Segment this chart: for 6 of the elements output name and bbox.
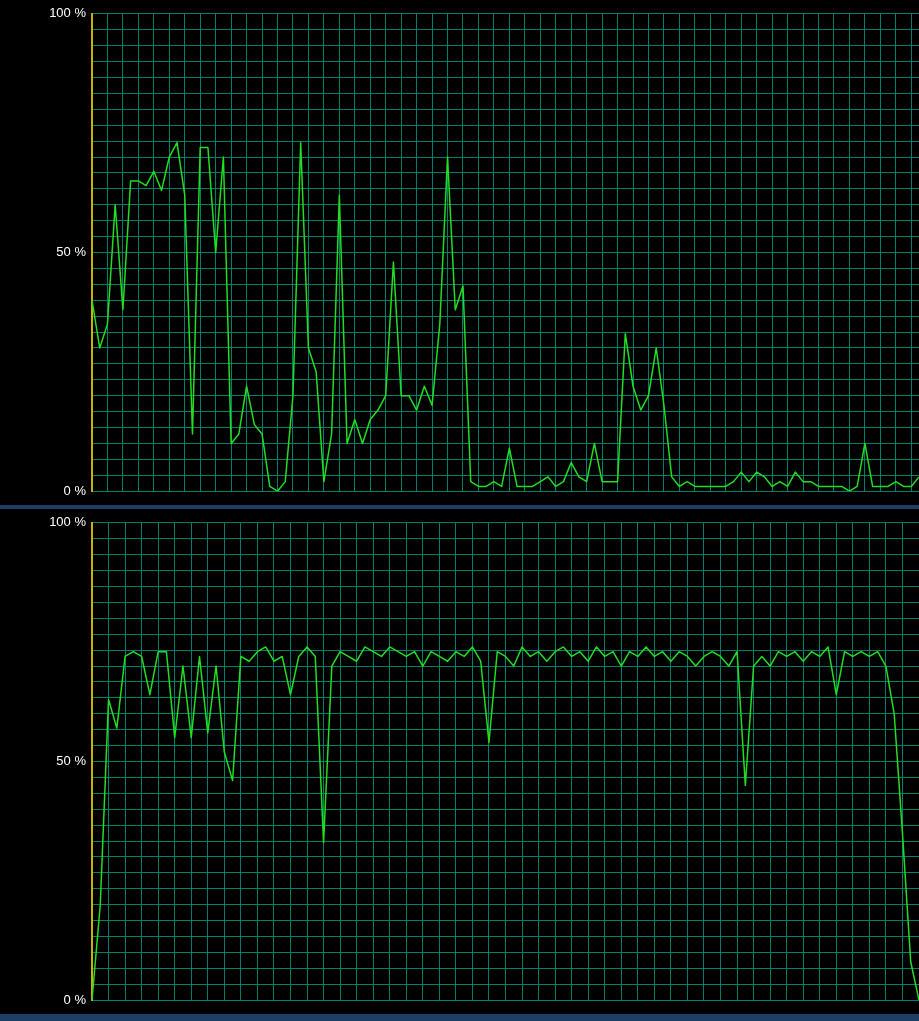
y-tick-label: 50 % bbox=[56, 244, 87, 260]
y-tick-label: 100 % bbox=[49, 514, 87, 530]
y-tick-label: 0 % bbox=[63, 991, 87, 1007]
y-tick-label: 100 % bbox=[49, 5, 87, 21]
y-tick-label: 50 % bbox=[56, 753, 87, 769]
y-tick-label: 0 % bbox=[63, 482, 87, 498]
